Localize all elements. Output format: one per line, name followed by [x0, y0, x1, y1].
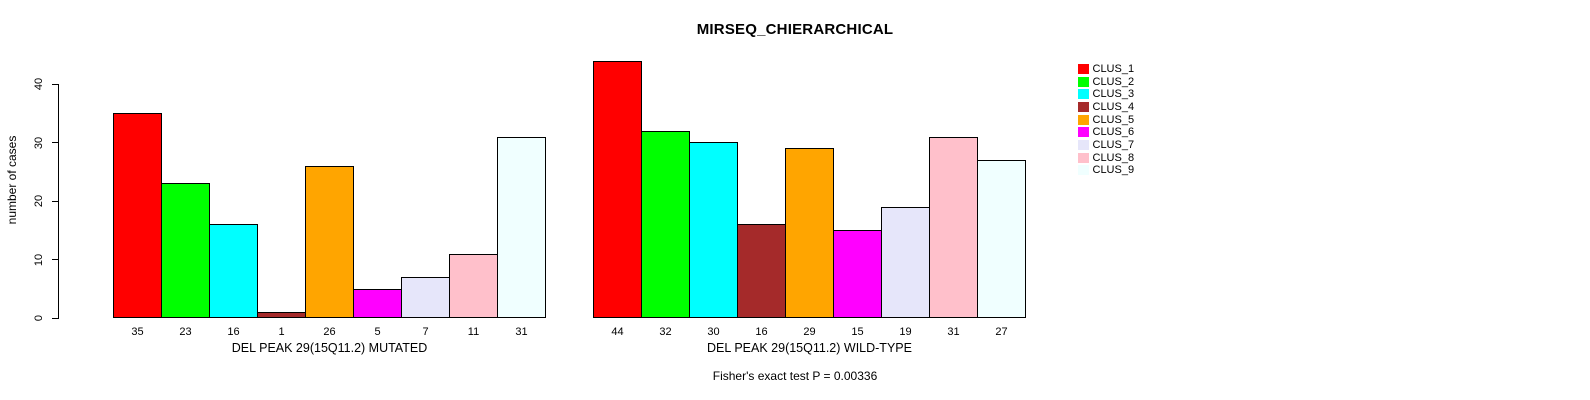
y-axis-label: number of cases	[5, 135, 19, 225]
bar-value-label: 1	[278, 326, 285, 338]
y-axis-tick-label: 40	[33, 77, 45, 91]
legend-item: CLUS_1	[1078, 63, 1134, 75]
bar-value-label: 26	[323, 326, 336, 338]
bar-value-label: 23	[179, 326, 192, 338]
y-axis-tick	[52, 259, 59, 260]
bar-clus_3	[209, 224, 258, 318]
bar-value-label: 16	[755, 326, 768, 338]
bar-clus_9	[497, 137, 546, 318]
legend-item-label: CLUS_8	[1092, 152, 1135, 164]
legend-item-label: CLUS_5	[1092, 114, 1135, 126]
bar-clus_2	[161, 183, 210, 318]
legend-item: CLUS_6	[1078, 126, 1134, 138]
legend-item-label: CLUS_9	[1092, 164, 1135, 176]
bar-value-label: 44	[611, 326, 624, 338]
bar-value-label: 7	[422, 326, 429, 338]
legend-item: CLUS_4	[1078, 101, 1134, 113]
bar-clus_7	[881, 207, 930, 318]
y-axis-tick-label: 20	[33, 194, 45, 208]
legend-swatch-clus_6	[1078, 126, 1089, 138]
bar-clus_4	[257, 312, 306, 318]
bar-clus_5	[785, 148, 834, 318]
bar-clus_9	[977, 160, 1026, 318]
legend-item: CLUS_5	[1078, 114, 1134, 126]
bar-value-label: 30	[707, 326, 720, 338]
legend-item-label: CLUS_1	[1092, 63, 1135, 75]
legend-item-label: CLUS_6	[1092, 126, 1135, 138]
legend-item: CLUS_8	[1078, 152, 1134, 164]
legend-item: CLUS_9	[1078, 164, 1134, 176]
y-axis-tick	[52, 317, 59, 319]
y-axis-tick-label: 10	[33, 253, 45, 266]
bar-clus_1	[593, 61, 642, 318]
chart-title: MIRSEQ_CHIERARCHICAL	[696, 21, 894, 38]
legend-swatch-clus_8	[1078, 152, 1089, 164]
legend-item-label: CLUS_3	[1092, 88, 1135, 100]
fisher-test-note: Fisher's exact test P = 0.00336	[712, 369, 878, 383]
bar-value-label: 31	[947, 326, 960, 338]
legend-swatch-clus_1	[1078, 63, 1089, 75]
legend-item-label: CLUS_7	[1092, 139, 1135, 151]
bar-clus_8	[449, 254, 498, 318]
bar-value-label: 5	[374, 326, 381, 338]
y-axis-tick	[52, 83, 59, 85]
x-axis-label-mutated: DEL PEAK 29(15Q11.2) MUTATED	[231, 341, 428, 355]
bar-value-label: 27	[995, 326, 1008, 338]
bar-clus_6	[353, 289, 402, 318]
legend-swatch-clus_4	[1078, 101, 1089, 113]
bar-value-label: 11	[467, 326, 480, 338]
bar-value-label: 16	[227, 326, 240, 338]
legend-item-label: CLUS_4	[1092, 101, 1135, 113]
bar-value-label: 29	[803, 326, 816, 338]
legend-swatch-clus_5	[1078, 114, 1089, 126]
bar-value-label: 19	[899, 326, 912, 338]
legend-swatch-clus_7	[1078, 139, 1089, 151]
legend-item: CLUS_7	[1078, 139, 1134, 151]
x-axis-label-wildtype: DEL PEAK 29(15Q11.2) WILD-TYPE	[707, 341, 912, 355]
bar-clus_6	[833, 230, 882, 318]
bar-value-label: 35	[131, 326, 144, 338]
y-axis-tick	[52, 200, 59, 202]
bar-clus_7	[401, 277, 450, 318]
legend-item: CLUS_2	[1078, 76, 1134, 88]
bar-value-label: 31	[515, 326, 528, 338]
legend-swatch-clus_3	[1078, 88, 1089, 100]
bar-clus_5	[305, 166, 354, 318]
legend-swatch-clus_9	[1078, 164, 1089, 176]
bar-clus_8	[929, 137, 978, 318]
y-axis-tick	[52, 142, 59, 143]
y-axis-tick-label: 30	[33, 136, 45, 149]
legend-item: CLUS_3	[1078, 88, 1134, 100]
bar-clus_3	[689, 142, 738, 318]
legend-item-label: CLUS_2	[1092, 76, 1135, 88]
y-axis-tick-label: 0	[33, 314, 45, 322]
bar-value-label: 32	[659, 326, 672, 338]
bar-clus_1	[113, 113, 162, 318]
bar-clus_2	[641, 131, 690, 318]
legend-swatch-clus_2	[1078, 76, 1089, 88]
bar-value-label: 15	[851, 326, 864, 338]
bar-clus_4	[737, 224, 786, 318]
